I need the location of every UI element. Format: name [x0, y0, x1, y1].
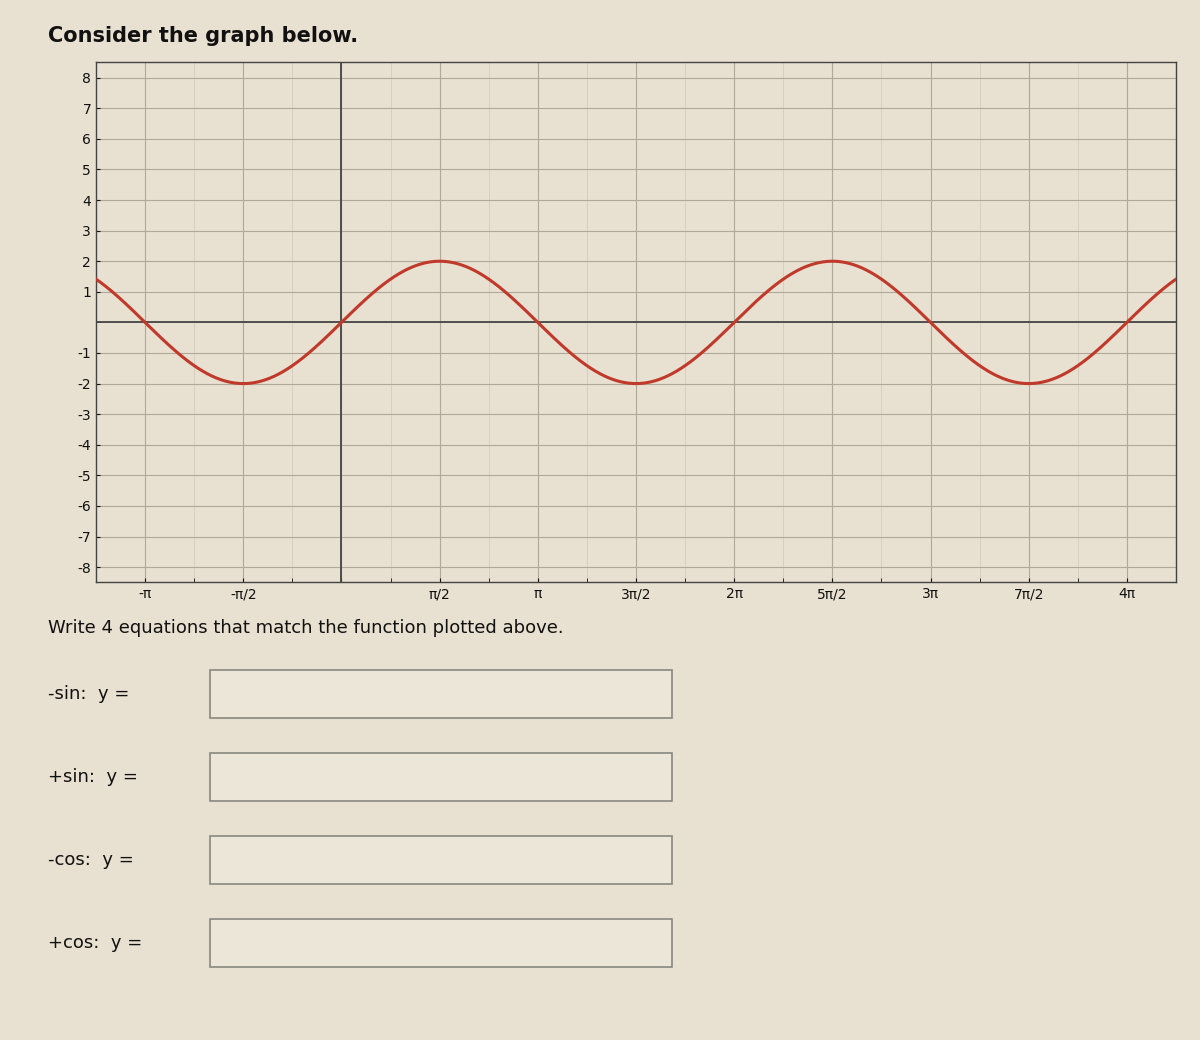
Text: -cos:  y =: -cos: y = [48, 851, 133, 869]
Text: -sin:  y =: -sin: y = [48, 684, 130, 703]
Text: +sin:  y =: +sin: y = [48, 768, 138, 786]
Text: Consider the graph below.: Consider the graph below. [48, 26, 358, 46]
Text: +cos:  y =: +cos: y = [48, 934, 143, 953]
Text: Write 4 equations that match the function plotted above.: Write 4 equations that match the functio… [48, 619, 564, 636]
